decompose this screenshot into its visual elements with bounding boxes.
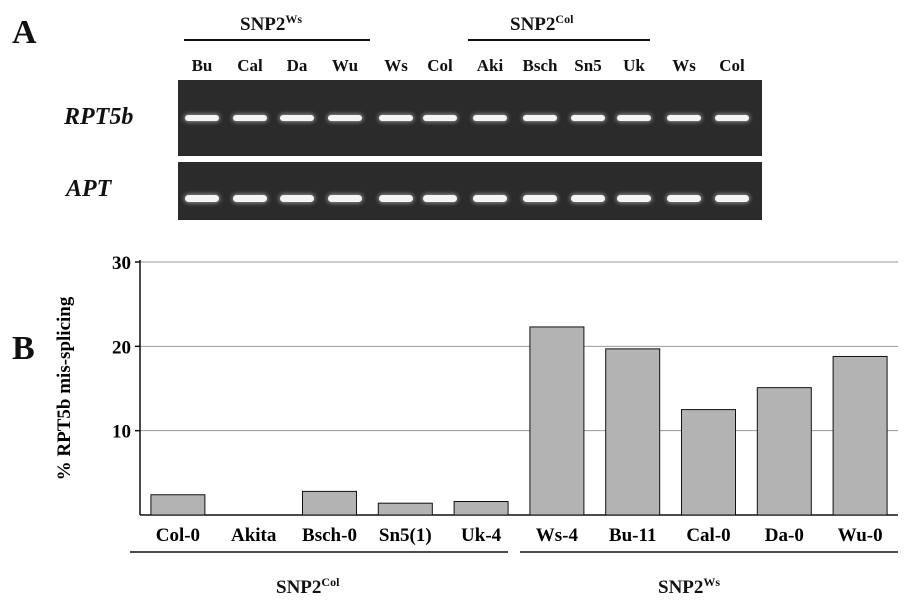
gel-band [423, 115, 457, 121]
gel-band [233, 194, 267, 202]
x-tick-label: Akita [231, 525, 277, 546]
lane-label: Sn5 [574, 56, 602, 75]
lane-label: Bu [191, 56, 213, 75]
group-label-base: SNP2 [240, 14, 286, 35]
bar [605, 348, 661, 516]
bar-chart: 10 20 30 % RPT5b mis-splicing Col-0 Akita Bsch… [54, 253, 898, 553]
lane-label: Col [427, 56, 453, 75]
lane-label: Da [286, 56, 308, 75]
x-tick-label: Ws-4 [536, 525, 579, 546]
gel-band [617, 115, 651, 121]
x-tick-label: Cal-0 [686, 525, 730, 546]
gel-band [328, 115, 362, 121]
gene-label-rpt5b: RPT5b [64, 104, 134, 130]
panel-b-letter: B [12, 330, 35, 367]
x-tick-label: Wu-0 [838, 525, 883, 546]
lane-label: Wu [331, 56, 359, 75]
gel-band [571, 115, 605, 121]
gel-band [185, 115, 219, 121]
x-tick-label: Bsch-0 [302, 525, 357, 546]
x-tick-label: Uk-4 [461, 525, 502, 546]
gel-band [523, 115, 557, 121]
gel-band [667, 115, 701, 121]
panel-a-letter: A [12, 14, 37, 51]
gel-band [185, 194, 219, 202]
lane-label: Ws [384, 56, 408, 75]
y-axis-label: % RPT5b mis-splicing [54, 296, 75, 480]
bar [529, 326, 585, 516]
bar [453, 501, 509, 516]
gel-band [617, 194, 651, 202]
gel-band [379, 115, 413, 121]
group-label-base: SNP2 [510, 14, 556, 35]
gel-band [280, 194, 314, 202]
gel-image-apt [178, 162, 762, 220]
group-label-snp2-col-bottom: SNP2Col [276, 575, 339, 599]
bar [150, 494, 206, 516]
group-label-sup: Ws [703, 575, 721, 589]
bar [756, 387, 812, 516]
y-tick-label: 20 [112, 337, 131, 358]
x-tick-label: Sn5(1) [379, 525, 432, 546]
gel-band [233, 115, 267, 121]
group-label-snp2-col-top: SNP2Col [510, 12, 573, 36]
gel-band [328, 194, 362, 202]
lane-label: Uk [623, 56, 645, 75]
lane-label: Bsch [522, 56, 558, 75]
group-label-sup: Col [321, 575, 340, 589]
group-label-base: SNP2 [658, 577, 704, 598]
group-label-base: SNP2 [276, 577, 322, 598]
lane-label: Ws [672, 56, 696, 75]
gel-band [280, 115, 314, 121]
x-tick-label: Bu-11 [609, 525, 657, 546]
bar [681, 409, 736, 516]
x-tick-label: Da-0 [765, 525, 804, 546]
group-line-snp2-ws-top [184, 39, 370, 41]
group-label-snp2-ws-bottom: SNP2Ws [658, 575, 720, 599]
bar [377, 502, 433, 516]
group-label-sup: Col [555, 12, 574, 26]
gel-band [423, 194, 457, 202]
group-label-sup: Ws [285, 12, 303, 26]
gel-band [715, 194, 749, 202]
gene-label-apt: APT [66, 176, 112, 202]
group-line-snp2-col-top [468, 39, 650, 41]
gel-band [379, 194, 413, 202]
lane-label: Col [719, 56, 745, 75]
gel-band [667, 194, 701, 202]
lane-label: Aki [476, 56, 504, 75]
gel-band [715, 115, 749, 121]
bar [302, 490, 357, 516]
gel-band [571, 194, 605, 202]
y-tick-label: 30 [112, 253, 131, 274]
gel-band [473, 115, 507, 121]
gel-band [523, 194, 557, 202]
lane-label: Cal [237, 56, 263, 75]
gel-band [473, 194, 507, 202]
bar [832, 355, 888, 516]
gel-image-rpt5b [178, 80, 762, 156]
group-label-snp2-ws-top: SNP2Ws [240, 12, 302, 36]
x-tick-label: Col-0 [156, 525, 200, 546]
y-tick-label: 10 [112, 422, 131, 443]
